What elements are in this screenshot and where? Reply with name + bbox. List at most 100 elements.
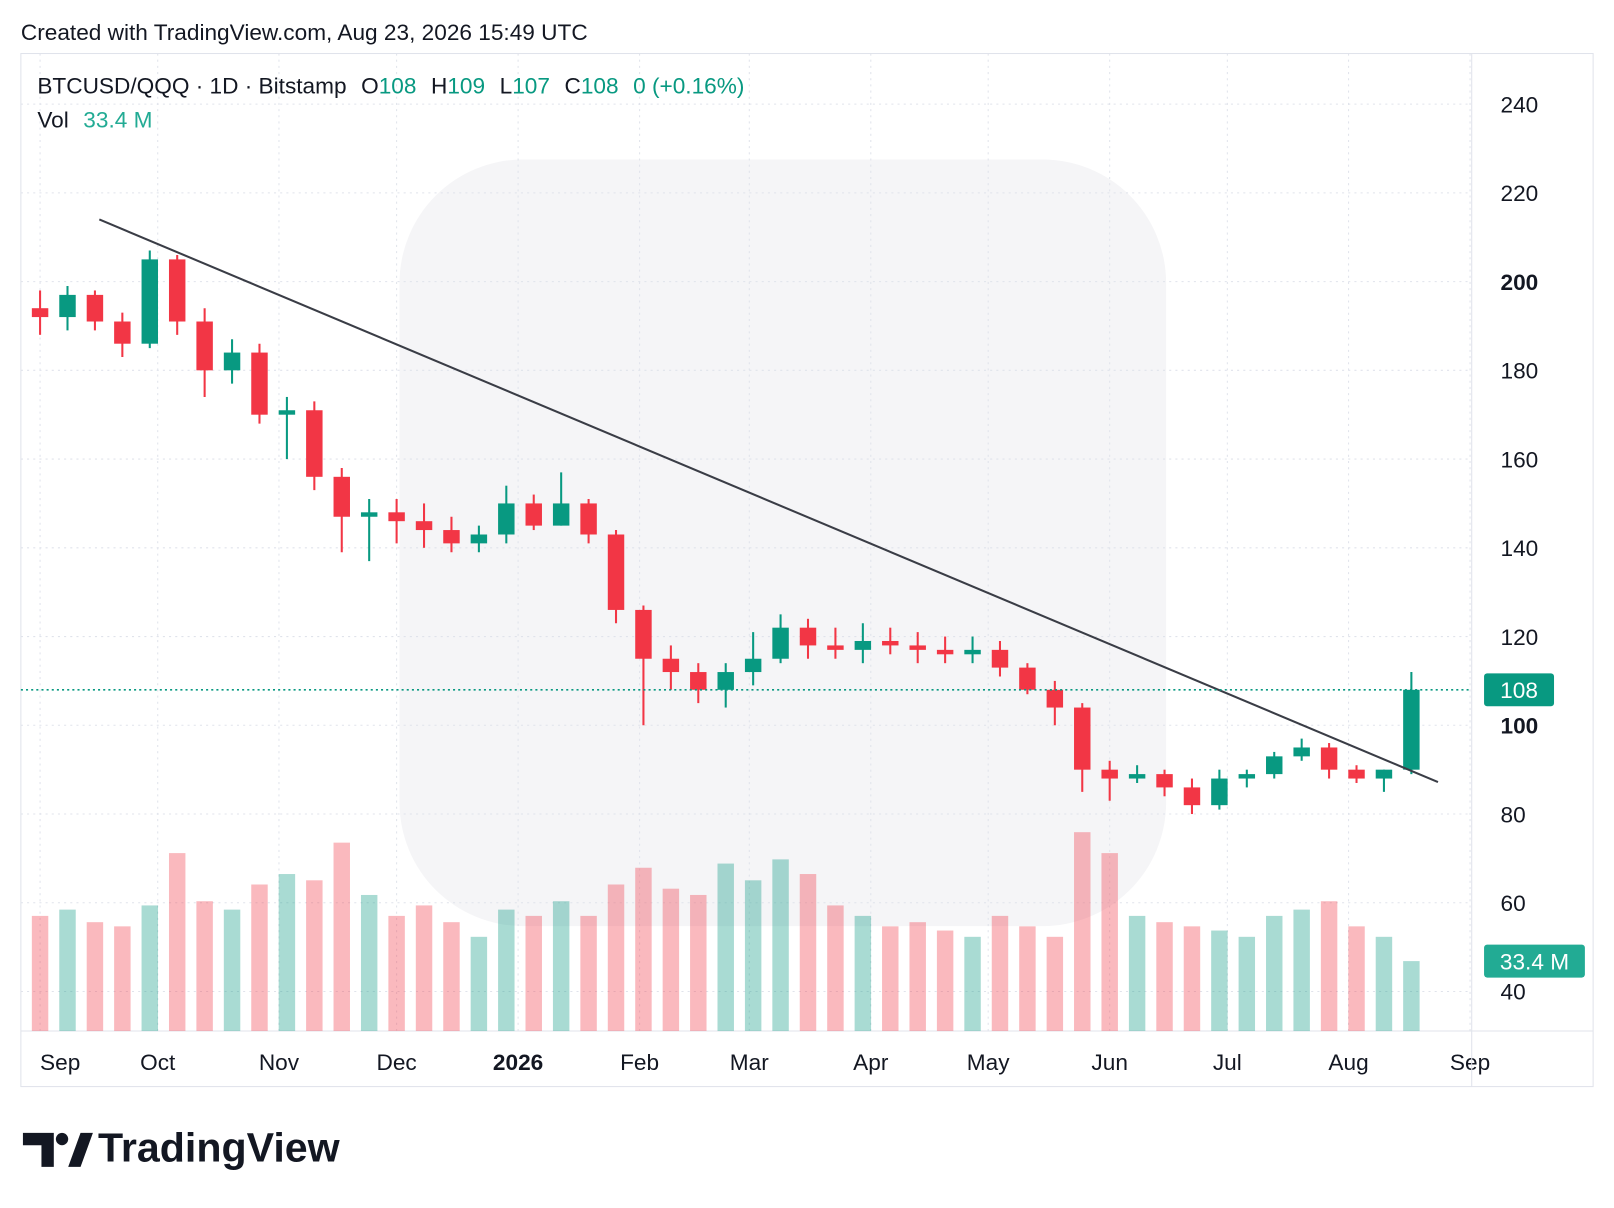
chart-frame <box>20 52 1594 1088</box>
candle-body <box>415 521 433 531</box>
candle-body <box>168 259 186 322</box>
candle-body <box>251 352 268 415</box>
vol-label: Vol <box>37 108 68 133</box>
y-tick-label: 40 <box>1501 980 1526 1005</box>
volume-bar <box>1128 915 1146 1032</box>
volume-bar <box>1293 909 1310 1032</box>
volume-bar <box>580 915 597 1032</box>
volume-bar <box>31 915 49 1032</box>
volume-bar <box>1403 961 1420 1032</box>
candle-body <box>333 476 350 517</box>
last-price-label: 108 <box>1500 678 1538 703</box>
x-tick-label: Sep <box>1450 1050 1490 1075</box>
candle-body <box>552 503 570 526</box>
l-label: L <box>500 74 513 99</box>
candle-body <box>443 530 460 544</box>
volume-bar <box>498 909 515 1032</box>
candle-body <box>799 627 817 646</box>
x-tick-label: Jul <box>1213 1050 1242 1075</box>
x-tick-label: Feb <box>620 1050 659 1075</box>
x-tick-label: Oct <box>140 1050 176 1075</box>
volume-bar <box>443 922 460 1032</box>
volume-bar <box>1266 915 1283 1032</box>
volume-bar <box>415 905 433 1032</box>
candle-body <box>1101 769 1118 779</box>
volume-bar <box>333 842 350 1032</box>
o-value: 108 <box>379 74 417 99</box>
volume-bar <box>86 922 104 1032</box>
vol-row: Vol 33.4 M <box>37 108 152 133</box>
volume-bar <box>991 915 1009 1032</box>
watermark <box>399 159 1167 927</box>
candle-body <box>1320 747 1338 770</box>
y-tick-label: 120 <box>1501 625 1539 650</box>
volume-bar <box>882 926 899 1032</box>
volume-bar <box>470 936 488 1032</box>
volume-bar <box>1019 926 1036 1032</box>
h-label: H <box>431 74 447 99</box>
volume-bar <box>360 894 378 1032</box>
candle-body <box>1019 667 1036 690</box>
candle-body <box>964 649 981 655</box>
candle-body <box>1403 689 1420 770</box>
candle-body <box>388 512 405 522</box>
candle-body <box>772 627 789 659</box>
change: 0 (+0.16%) <box>633 74 744 99</box>
brand-logo: TradingView <box>22 1125 341 1171</box>
trend-line <box>98 218 1439 784</box>
volume-bar <box>251 884 268 1032</box>
y-tick-label: 180 <box>1501 359 1539 384</box>
volume-bar <box>1156 922 1173 1032</box>
x-tick-label: Aug <box>1328 1050 1368 1075</box>
candle-body <box>936 649 954 655</box>
volume-bar <box>1348 926 1365 1032</box>
y-tick-label: 100 <box>1501 714 1539 739</box>
volume-bar <box>1101 853 1118 1032</box>
volume-bar <box>278 874 296 1032</box>
y-tick-label: 220 <box>1501 181 1539 206</box>
volume-bar <box>141 905 159 1032</box>
candle-body <box>306 410 323 477</box>
candle-body <box>1046 689 1064 708</box>
y-tick-label: 240 <box>1501 92 1539 117</box>
candle-body <box>690 672 707 690</box>
candle-body <box>360 512 378 517</box>
candle-body <box>717 672 734 690</box>
candle-body <box>580 503 597 535</box>
volume-bar <box>552 901 570 1032</box>
candle-body <box>223 352 241 371</box>
volume-bar <box>607 884 625 1032</box>
legend-row: BTCUSD/QQQ · 1D · Bitstamp O108 H109 L10… <box>37 74 744 99</box>
last-price-badge <box>1484 673 1555 707</box>
volume-bar <box>59 909 76 1032</box>
c-value: 108 <box>581 74 619 99</box>
volume-bar <box>635 867 652 1032</box>
candle-body <box>31 308 49 318</box>
volume-bar <box>690 894 707 1032</box>
volume-bar <box>799 874 817 1032</box>
x-tick-label: Sep <box>40 1050 80 1075</box>
plot: 40 60 80 100 120 140 160 180 200 220 240 Sep Oct Nov D… <box>20 53 1594 1087</box>
candle-body <box>1074 707 1091 770</box>
candle-body <box>1238 774 1256 779</box>
x-tick-label: Jun <box>1091 1050 1127 1075</box>
candle-body <box>1156 774 1173 788</box>
l-value: 107 <box>512 74 550 99</box>
candle-body <box>991 649 1009 668</box>
candle-body <box>278 410 296 415</box>
candle-body <box>1375 769 1393 779</box>
candle-body <box>882 640 899 646</box>
y-tick-label: 60 <box>1501 891 1526 916</box>
volume-bar <box>1238 936 1256 1032</box>
brand-name: TradingView <box>98 1125 341 1171</box>
volume-bar <box>717 863 734 1032</box>
x-tick-label: Nov <box>259 1050 300 1075</box>
candle-body <box>498 503 515 535</box>
candle-body <box>744 658 762 673</box>
candle-body <box>1128 774 1146 779</box>
candle-body <box>141 259 159 344</box>
y-tick-label: 160 <box>1501 447 1539 472</box>
volume-bar <box>1320 901 1338 1032</box>
candle-body <box>662 658 680 673</box>
c-label: C <box>564 74 580 99</box>
